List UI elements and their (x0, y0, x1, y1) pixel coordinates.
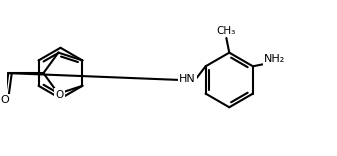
Text: O: O (55, 90, 63, 100)
Text: CH₃: CH₃ (217, 26, 236, 36)
Text: HN: HN (179, 74, 196, 84)
Text: O: O (0, 95, 9, 105)
Text: NH₂: NH₂ (264, 54, 285, 64)
